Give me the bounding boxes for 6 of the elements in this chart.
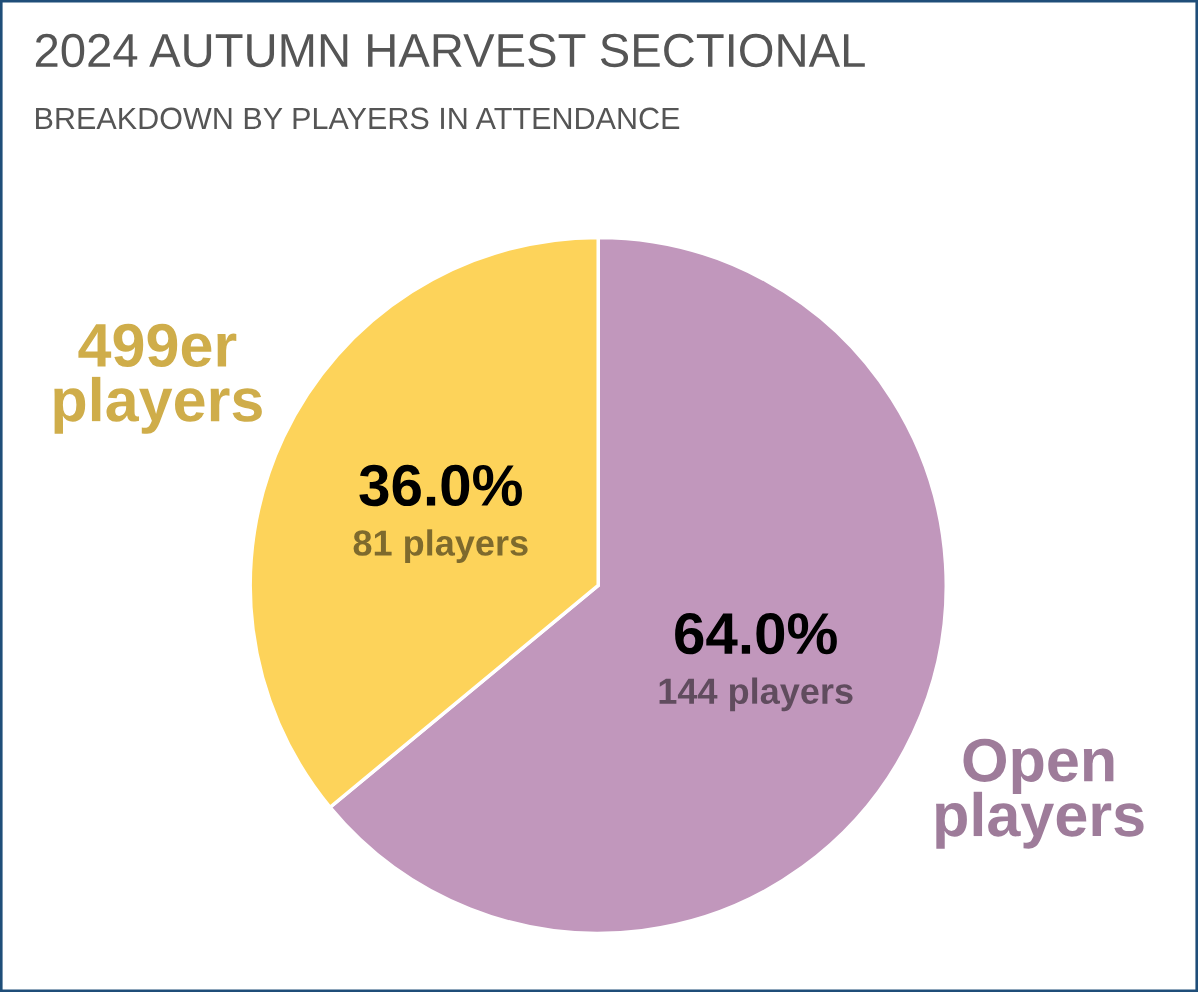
slice-label: Open players <box>936 738 1144 849</box>
slice-label: 499er players <box>54 323 262 434</box>
chart-title: 2024 AUTUMN HARVEST SECTIONAL <box>35 33 865 68</box>
data-label: 36.0% 81 players <box>353 464 528 563</box>
data-label: 64.0% 144 players <box>659 612 853 712</box>
chart-subtitle: BREAKDOWN BY PLAYERS IN ATTENDANCE <box>36 107 680 130</box>
